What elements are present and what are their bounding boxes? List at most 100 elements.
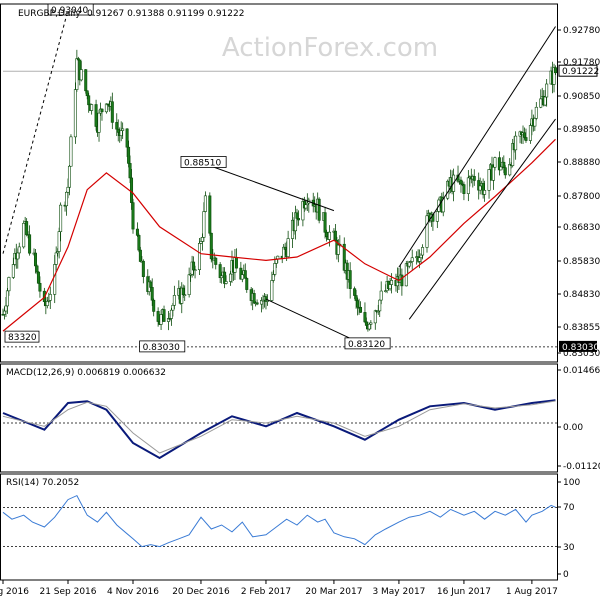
candle-body (53, 264, 57, 295)
candle-body (545, 83, 549, 98)
candle-body (57, 231, 61, 252)
candle-body (116, 128, 120, 133)
candle-body (65, 191, 69, 207)
candle-body (378, 299, 382, 312)
candle-body (369, 322, 373, 325)
candle-body (38, 282, 42, 292)
trendline (2, 9, 69, 254)
candle-body (522, 132, 526, 138)
candle-body (181, 287, 185, 296)
candle-body (125, 128, 129, 148)
chart-symbol: EURGBP,Daily (18, 9, 81, 19)
candle-body (400, 274, 404, 287)
candle-body (119, 130, 123, 136)
price-y-tick-label: 0.84830 (563, 290, 600, 300)
candle-body (202, 211, 206, 238)
candle-body (59, 204, 63, 232)
candle-body (128, 163, 132, 179)
candle-body (79, 69, 83, 81)
candle-body (234, 257, 238, 269)
candle-body (34, 252, 38, 267)
candle-body (90, 104, 94, 111)
candle-body (499, 166, 503, 171)
candle-body (200, 237, 204, 242)
price-annotation-label: 0.83030 (143, 343, 180, 353)
candle-body (7, 277, 11, 292)
rsi-y-tick-label: 70 (563, 503, 575, 513)
price-annotation-label: 83320 (8, 333, 37, 343)
trendline (200, 162, 335, 212)
price-y-tick-label: 0.85830 (563, 257, 600, 267)
candle-body (373, 310, 377, 324)
macd-y-tick-label: -0.011202 (563, 462, 600, 472)
x-tick-label: 2 Feb 2017 (241, 587, 291, 597)
candle-body (138, 249, 142, 262)
candle-body (421, 247, 425, 256)
candle-body (28, 234, 32, 254)
candle-body (304, 204, 308, 209)
candle-body (459, 179, 463, 185)
candle-body (503, 167, 507, 176)
candle-body (243, 270, 247, 279)
price-y-tick-label: 0.90850 (563, 92, 600, 102)
candle-body (75, 58, 79, 90)
macd-line (2, 399, 556, 460)
price-annotation-label: 0.88510 (184, 158, 221, 168)
candle-body (283, 246, 287, 250)
candle-body (333, 230, 337, 241)
candle-body (410, 257, 414, 262)
candle-body (524, 137, 528, 141)
candle-body (245, 278, 249, 290)
candle-body (2, 310, 6, 315)
candle-body (25, 221, 29, 236)
candle-body (187, 274, 191, 295)
candle-body (121, 128, 125, 131)
candle-body (295, 212, 299, 219)
candle-body (193, 269, 197, 271)
candle-body (66, 186, 70, 193)
price-annotation-box (180, 156, 227, 168)
x-tick-label: 4 Nov 2016 (107, 587, 159, 597)
candle-body (364, 321, 368, 326)
candle-body (48, 294, 52, 301)
macd-panel: MACD(12,26,9) 0.006819 0.006632 0.014661 0… (0, 363, 600, 473)
current-price-label-box (558, 64, 598, 77)
current-price-label: 0.91222 (562, 67, 599, 77)
candle-body (22, 222, 26, 248)
candle-body (73, 89, 77, 138)
macd-y-tick-label: 0.014661 (563, 366, 600, 376)
candle-body (97, 112, 101, 133)
candle-body (356, 300, 360, 308)
candle-body (192, 261, 196, 271)
candle-body (255, 302, 259, 305)
x-axis: 8 Aug 2016 21 Sep 2016 4 Nov 2016 20 Dec 20… (0, 580, 558, 597)
candle-body (11, 264, 15, 278)
candle-body (169, 309, 173, 319)
candle-body (197, 242, 201, 270)
candle-body (472, 176, 476, 181)
candle-body (353, 288, 357, 296)
price-annotation-label: 0.83120 (348, 340, 385, 350)
candle-body (534, 106, 538, 119)
candle-body (131, 202, 135, 230)
candle-body (271, 274, 275, 281)
macd-panel-frame (0, 363, 558, 473)
macd-title: MACD(12,26,9) 0.006819 0.006632 (6, 368, 166, 378)
candle-body (323, 212, 327, 233)
x-tick-label: 8 Aug 2016 (0, 587, 29, 597)
candle-body (115, 122, 119, 130)
candle-body (390, 280, 394, 285)
x-tick-label: 20 Dec 2016 (172, 587, 230, 597)
candle-body (141, 260, 145, 277)
candle-body (208, 195, 212, 234)
candle-body (159, 314, 163, 325)
candle-body (171, 304, 175, 311)
price-y-tick-label: 0.88880 (563, 158, 600, 168)
candle-body (69, 136, 73, 167)
candle-body (336, 244, 340, 255)
candle-body (110, 101, 114, 123)
candle-body (317, 198, 321, 221)
candle-body (183, 294, 187, 296)
rsi-y-tick-label: 100 (563, 478, 580, 488)
x-tick-label: 21 Sep 2016 (39, 587, 96, 597)
